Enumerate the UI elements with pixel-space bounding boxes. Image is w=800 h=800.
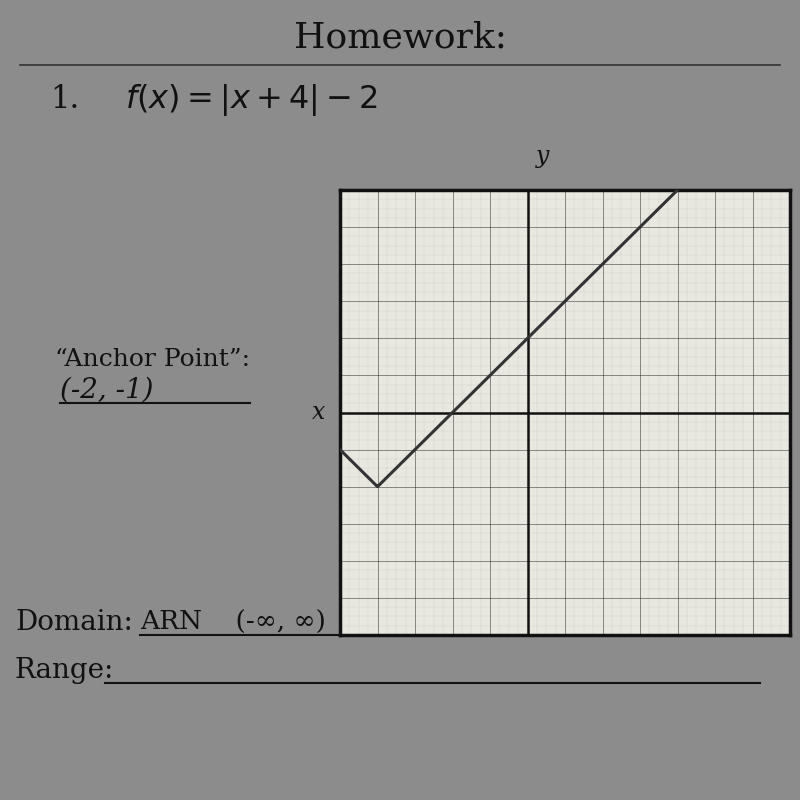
Text: 1.: 1. [50, 85, 79, 115]
Text: Domain:: Domain: [15, 609, 133, 635]
Text: ARN    (-∞, ∞): ARN (-∞, ∞) [140, 610, 326, 634]
Text: Homework:: Homework: [294, 21, 506, 55]
Text: “Anchor Point”:: “Anchor Point”: [55, 349, 250, 371]
Text: $f(x) = |x + 4| - 2$: $f(x) = |x + 4| - 2$ [125, 82, 378, 118]
Text: x: x [312, 401, 325, 424]
Text: Range:: Range: [15, 657, 114, 683]
Text: (-2, -1): (-2, -1) [60, 377, 154, 403]
Text: y: y [536, 145, 549, 168]
